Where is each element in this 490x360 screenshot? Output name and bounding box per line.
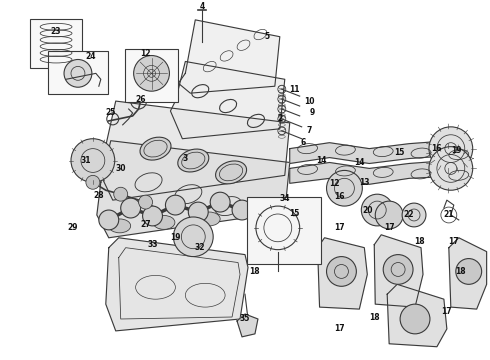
Polygon shape bbox=[374, 235, 423, 307]
Text: 3: 3 bbox=[183, 154, 188, 163]
Ellipse shape bbox=[86, 175, 100, 189]
Text: 9: 9 bbox=[310, 108, 315, 117]
Polygon shape bbox=[106, 238, 248, 331]
Text: 17: 17 bbox=[448, 237, 459, 246]
Text: 12: 12 bbox=[140, 49, 151, 58]
Text: 19: 19 bbox=[170, 233, 181, 242]
Ellipse shape bbox=[326, 170, 362, 206]
FancyBboxPatch shape bbox=[124, 49, 178, 102]
Text: 29: 29 bbox=[68, 223, 78, 232]
Text: 33: 33 bbox=[147, 240, 158, 249]
Text: 21: 21 bbox=[443, 211, 454, 220]
Ellipse shape bbox=[134, 55, 170, 91]
Text: 20: 20 bbox=[362, 206, 372, 215]
Polygon shape bbox=[97, 141, 290, 238]
Text: 2: 2 bbox=[277, 114, 282, 123]
Text: 18: 18 bbox=[249, 267, 260, 276]
Text: 17: 17 bbox=[441, 307, 452, 316]
Polygon shape bbox=[387, 284, 447, 347]
Text: 18: 18 bbox=[456, 267, 466, 276]
Ellipse shape bbox=[429, 147, 473, 190]
FancyBboxPatch shape bbox=[48, 50, 108, 94]
Ellipse shape bbox=[210, 192, 230, 212]
Text: 17: 17 bbox=[384, 223, 394, 232]
Ellipse shape bbox=[456, 258, 482, 284]
Polygon shape bbox=[101, 101, 290, 200]
Ellipse shape bbox=[153, 216, 175, 229]
Text: 14: 14 bbox=[354, 158, 365, 167]
FancyBboxPatch shape bbox=[30, 19, 82, 68]
Ellipse shape bbox=[402, 203, 426, 227]
Text: 7: 7 bbox=[307, 126, 312, 135]
Ellipse shape bbox=[173, 217, 213, 257]
Text: 34: 34 bbox=[279, 194, 290, 203]
Polygon shape bbox=[290, 141, 451, 163]
Text: 18: 18 bbox=[414, 237, 424, 246]
Ellipse shape bbox=[361, 194, 393, 226]
Text: 16: 16 bbox=[432, 144, 442, 153]
Text: 27: 27 bbox=[140, 220, 151, 229]
Text: 15: 15 bbox=[394, 148, 404, 157]
Ellipse shape bbox=[140, 137, 171, 160]
Text: 31: 31 bbox=[81, 156, 91, 165]
Text: 18: 18 bbox=[369, 312, 380, 321]
Text: 13: 13 bbox=[359, 178, 369, 187]
Ellipse shape bbox=[71, 139, 115, 182]
Ellipse shape bbox=[143, 206, 163, 226]
Ellipse shape bbox=[121, 198, 141, 218]
Text: 4: 4 bbox=[199, 3, 205, 12]
Ellipse shape bbox=[232, 200, 252, 220]
Ellipse shape bbox=[64, 59, 92, 87]
Polygon shape bbox=[171, 62, 285, 139]
Ellipse shape bbox=[109, 219, 131, 233]
Ellipse shape bbox=[383, 255, 413, 284]
Polygon shape bbox=[237, 314, 258, 337]
Text: 17: 17 bbox=[334, 223, 345, 232]
Text: 32: 32 bbox=[195, 243, 205, 252]
Text: 16: 16 bbox=[334, 192, 344, 201]
Ellipse shape bbox=[99, 210, 119, 230]
Text: 15: 15 bbox=[290, 208, 300, 217]
Text: 23: 23 bbox=[51, 27, 61, 36]
Ellipse shape bbox=[198, 212, 220, 226]
Ellipse shape bbox=[375, 201, 403, 229]
Polygon shape bbox=[290, 161, 451, 184]
Text: 30: 30 bbox=[116, 164, 126, 173]
Ellipse shape bbox=[429, 127, 473, 170]
Polygon shape bbox=[449, 238, 487, 309]
Text: 28: 28 bbox=[94, 191, 104, 200]
Text: 19: 19 bbox=[452, 146, 462, 155]
Text: 17: 17 bbox=[334, 324, 345, 333]
Text: 5: 5 bbox=[264, 32, 270, 41]
Ellipse shape bbox=[139, 195, 152, 209]
Text: 24: 24 bbox=[86, 52, 96, 61]
Text: 22: 22 bbox=[404, 211, 415, 220]
Ellipse shape bbox=[178, 149, 209, 172]
Ellipse shape bbox=[216, 161, 246, 184]
Text: 14: 14 bbox=[317, 156, 327, 165]
Ellipse shape bbox=[114, 187, 128, 201]
Ellipse shape bbox=[188, 202, 208, 222]
Text: 12: 12 bbox=[329, 179, 340, 188]
Ellipse shape bbox=[400, 304, 430, 334]
Polygon shape bbox=[178, 20, 280, 93]
Ellipse shape bbox=[326, 257, 356, 286]
Polygon shape bbox=[318, 238, 368, 309]
Text: 26: 26 bbox=[135, 95, 146, 104]
Ellipse shape bbox=[166, 195, 185, 215]
Text: 35: 35 bbox=[240, 315, 250, 324]
Text: 11: 11 bbox=[290, 85, 300, 94]
FancyBboxPatch shape bbox=[247, 197, 320, 264]
Text: 10: 10 bbox=[304, 96, 315, 105]
Text: 6: 6 bbox=[300, 138, 305, 147]
Text: 25: 25 bbox=[105, 108, 116, 117]
